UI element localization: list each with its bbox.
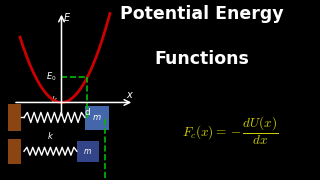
Bar	[8, 103, 21, 131]
Text: x: x	[127, 90, 132, 100]
Bar	[8, 139, 21, 164]
Text: k: k	[52, 96, 57, 105]
Text: m: m	[84, 147, 92, 156]
Text: $F_c(x) = -\dfrac{dU(x)}{dx}$: $F_c(x) = -\dfrac{dU(x)}{dx}$	[182, 115, 279, 147]
Text: $E_0$: $E_0$	[46, 71, 57, 83]
Text: m: m	[93, 113, 101, 122]
Text: k: k	[48, 132, 53, 141]
Text: d: d	[84, 108, 90, 117]
Text: Potential Energy: Potential Energy	[120, 5, 284, 23]
Bar	[85, 106, 109, 130]
Text: Functions: Functions	[154, 50, 249, 68]
Bar	[77, 141, 99, 162]
Text: E: E	[64, 13, 70, 23]
